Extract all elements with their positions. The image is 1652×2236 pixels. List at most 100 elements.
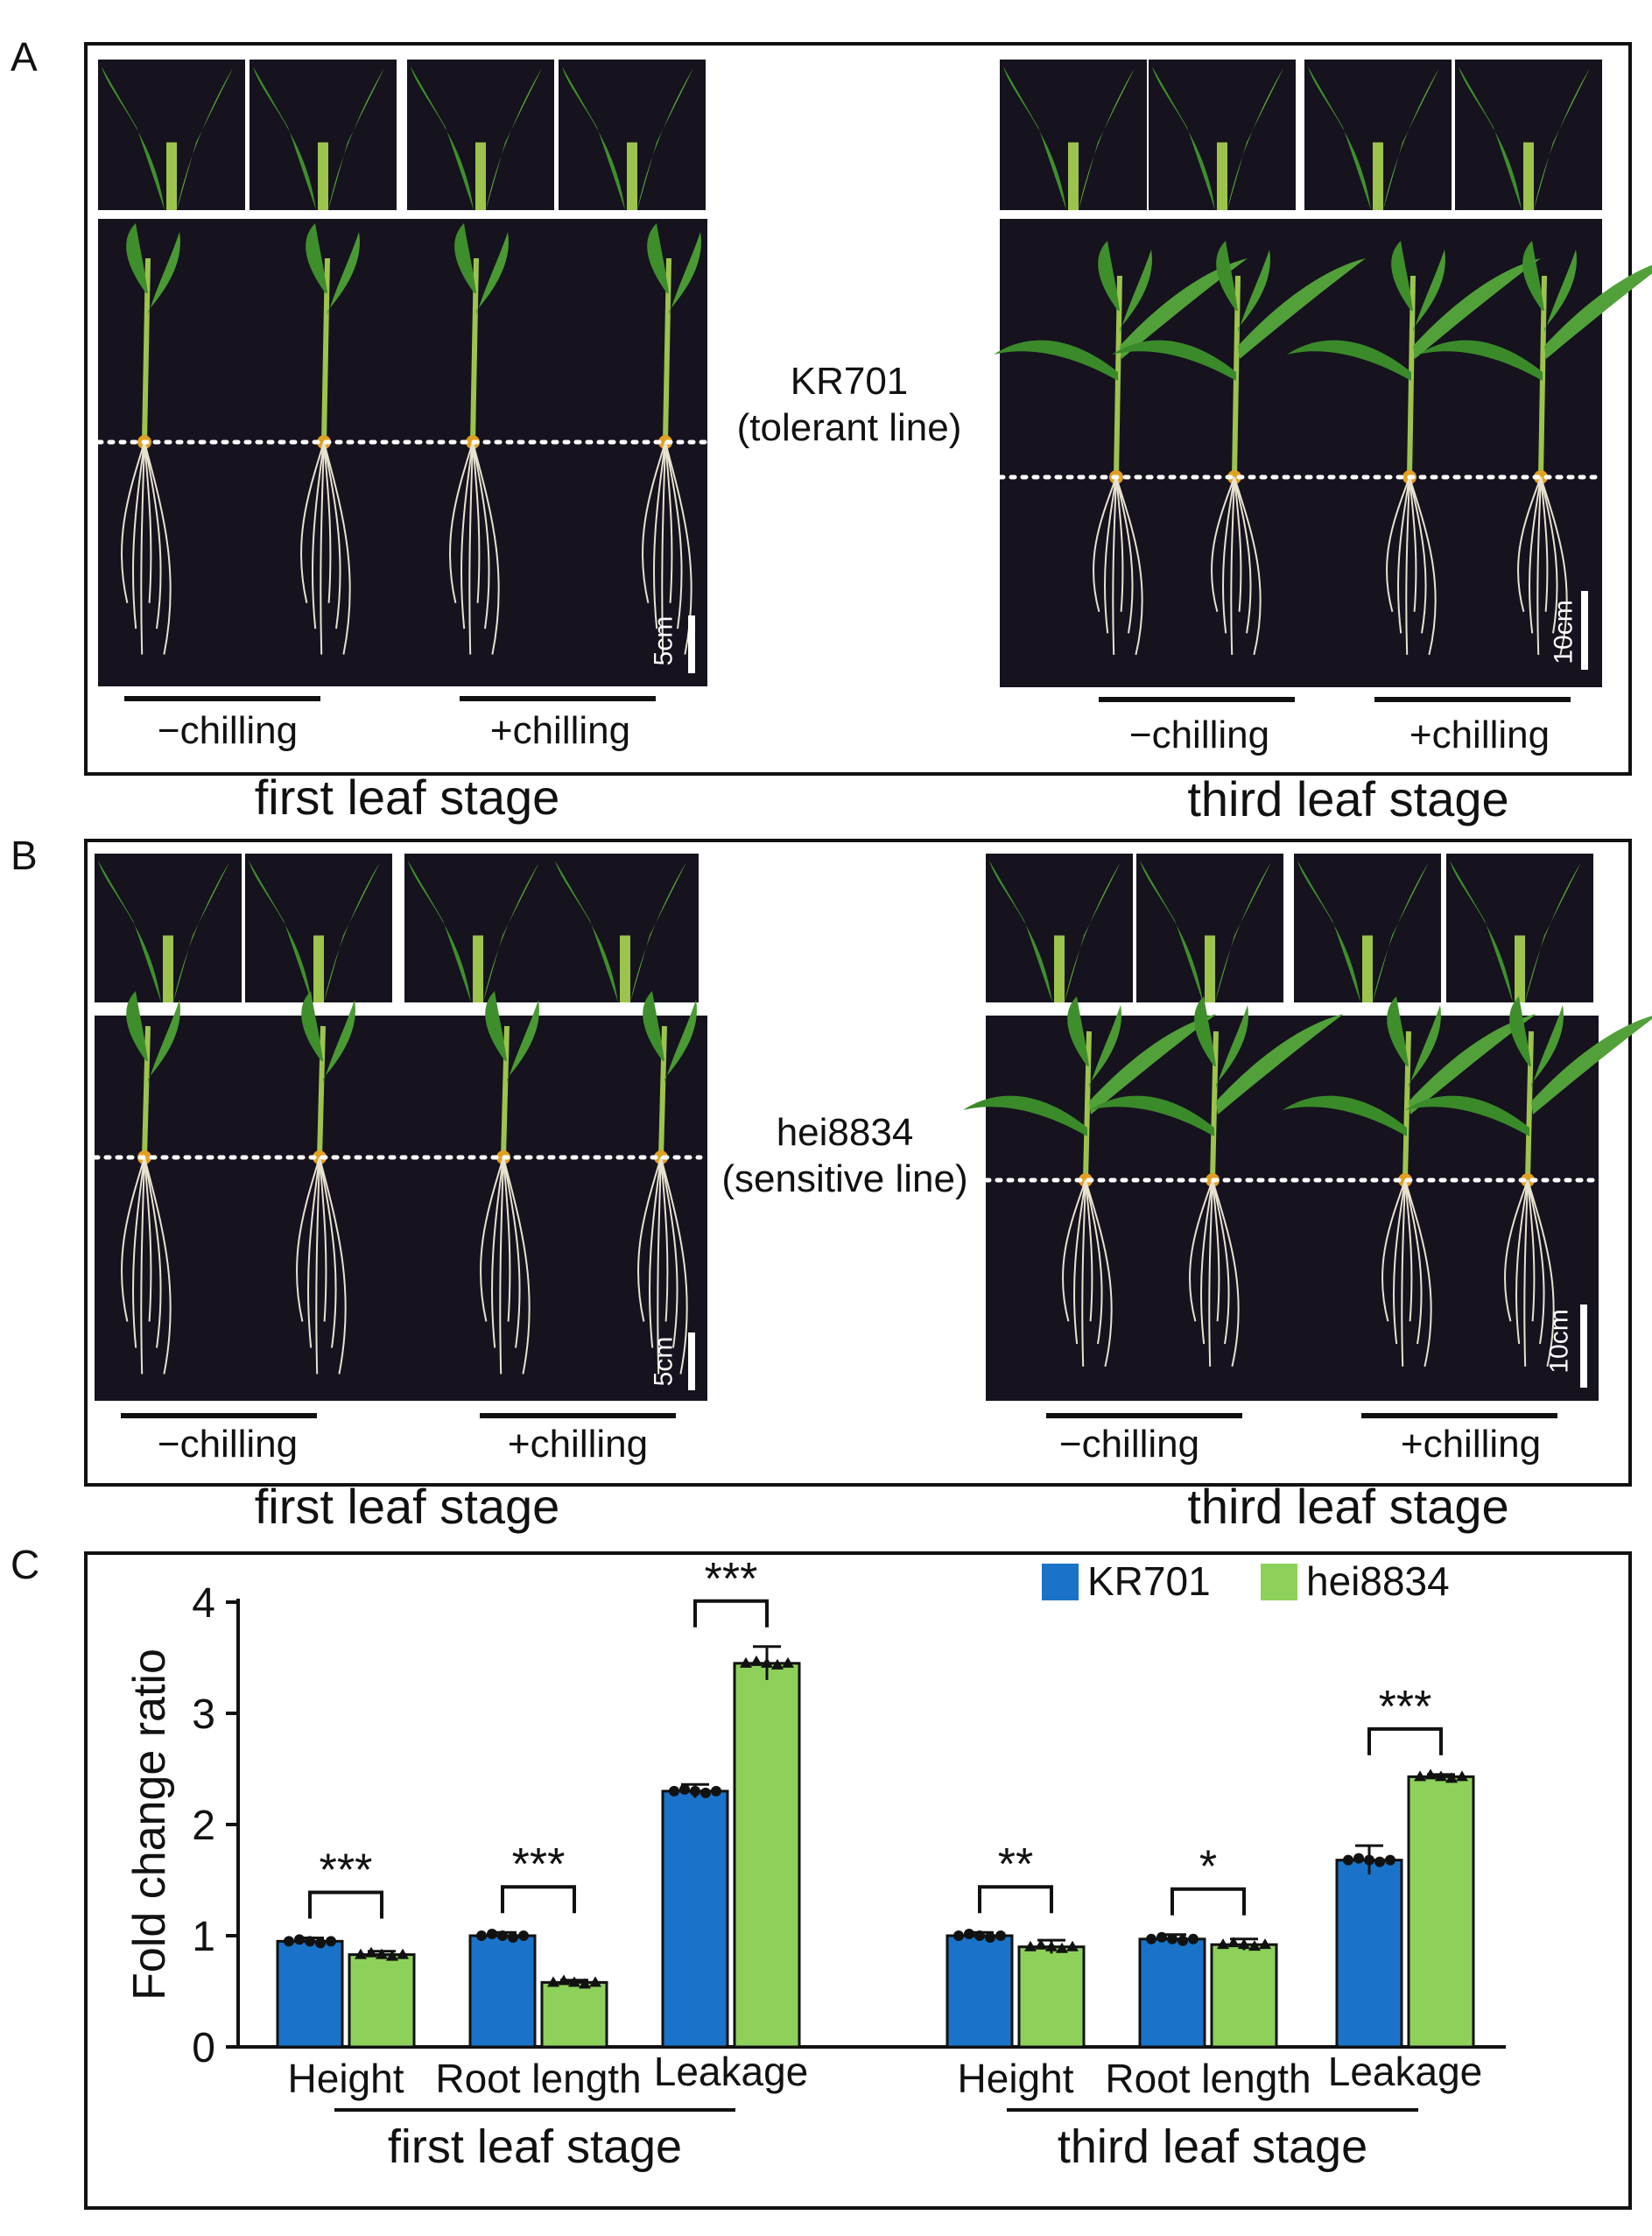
b-right-treatment-bar-1 bbox=[1046, 1413, 1242, 1418]
panel-a-line-label: KR701 (tolerant line) bbox=[709, 359, 989, 452]
b-left-thumb-4-stem bbox=[620, 935, 630, 1002]
b-right-seedling-2-stem bbox=[1210, 1030, 1219, 1181]
b-right-thumb-4 bbox=[1446, 854, 1593, 1002]
panel-b-left-minus: −chilling bbox=[157, 1423, 299, 1466]
b-right-seedling-1-stem bbox=[1083, 1030, 1092, 1181]
a-right-seedling-2-leaf-2 bbox=[1238, 250, 1270, 333]
b-left-scale-bar bbox=[688, 1332, 695, 1390]
b-left-seedling-2-root-4 bbox=[319, 1157, 337, 1348]
a-right-seedling-2-root-3 bbox=[1234, 476, 1242, 612]
b-right-seedling-3 bbox=[1283, 996, 1536, 1368]
a-right-seedling-4-root-5 bbox=[1540, 476, 1568, 656]
seedling-photos bbox=[95, 60, 1652, 1418]
a-left-seedling-3 bbox=[449, 223, 509, 655]
a-right-seedling-3 bbox=[1287, 241, 1541, 656]
b-left-thumb-4 bbox=[552, 854, 699, 1002]
panel-a-right-stage: third leaf stage bbox=[1187, 771, 1509, 826]
b-left-seedling-4-root-2 bbox=[657, 1157, 662, 1375]
a-right-seedling-3-leaf-3 bbox=[1287, 340, 1411, 381]
a-right-seedling-1-leaf-2 bbox=[1120, 250, 1152, 333]
b-right-seedling-1-root-4 bbox=[1085, 1179, 1103, 1345]
a-right-seedling-3-root-5 bbox=[1409, 476, 1437, 656]
b-right-seedling-3-root-1 bbox=[1393, 1179, 1406, 1345]
a-left-seedling-2-root-2 bbox=[320, 441, 325, 655]
a-left-seedling-3-root-3 bbox=[472, 441, 481, 603]
a-left-seedling-4-root-4 bbox=[664, 441, 683, 629]
b-right-seedling-4-stem bbox=[1525, 1030, 1534, 1181]
b-right-seedling-2-root-4 bbox=[1212, 1179, 1230, 1345]
a-left-thumb-1-leaf-1 bbox=[102, 67, 165, 210]
b-left-seedling-4-root-5 bbox=[660, 1157, 688, 1375]
b-right-seedling-4-root-2 bbox=[1523, 1179, 1529, 1367]
a-right-seedling-3-leaf-2 bbox=[1413, 250, 1445, 333]
b-right-seedling-2 bbox=[1090, 996, 1344, 1368]
b-right-seedling-3-leaf-3 bbox=[1283, 1095, 1407, 1136]
b-left-thumb-3 bbox=[404, 854, 552, 1002]
panel-c-frame bbox=[84, 1551, 1632, 2210]
b-left-seedling-4-root-3 bbox=[660, 1157, 669, 1322]
b-right-seedling-2-root-3 bbox=[1212, 1179, 1220, 1322]
a-left-seedling-3-root-0 bbox=[449, 441, 474, 603]
a-right-seedling-4-leaf-1 bbox=[1522, 241, 1544, 311]
b-left-seedling-3 bbox=[480, 991, 539, 1375]
b-right-seedling-3-stem bbox=[1402, 1030, 1411, 1181]
b-right-seedling-1-leaf-4 bbox=[1089, 1014, 1217, 1114]
a-left-seedling-2-root-1 bbox=[311, 441, 325, 629]
a-left-thumb-3-leaf-1 bbox=[411, 67, 474, 210]
b-left-thumb-4-leaf-1 bbox=[555, 861, 618, 1002]
b-left-thumb-1-stem bbox=[163, 935, 173, 1002]
b-right-thumb-2-leaf-1 bbox=[1140, 861, 1203, 1002]
b-left-seedling-1-root-1 bbox=[131, 1157, 145, 1348]
a-left-seedling-3-stem bbox=[470, 257, 479, 443]
a-right-seedling-4-root-1 bbox=[1529, 476, 1542, 634]
b-left-seedling-1 bbox=[121, 991, 180, 1375]
a-left-seedling-1-stem bbox=[142, 257, 151, 443]
a-left-seedling-1-root-3 bbox=[144, 441, 152, 603]
a-right-seedling-1-root-2 bbox=[1112, 476, 1117, 655]
b-right-seedling-4 bbox=[1405, 996, 1652, 1368]
panel-a-frame bbox=[84, 42, 1632, 776]
b-left-treatment-bar-2 bbox=[480, 1413, 676, 1418]
b-left-seedling-3-leaf-2 bbox=[507, 1000, 539, 1083]
panel-a-left-minus: −chilling bbox=[157, 709, 299, 752]
a-right-seedling-1-leaf-1 bbox=[1098, 241, 1120, 311]
a-right-seedling-3-root-4 bbox=[1409, 476, 1427, 634]
a-left-seedling-2-root-5 bbox=[323, 441, 351, 655]
b-left-seedling-2 bbox=[296, 991, 355, 1375]
a-left-seedling-1-root-2 bbox=[140, 441, 145, 655]
a-right-thumb-1 bbox=[1000, 60, 1147, 210]
a-right-seedling-3-root-1 bbox=[1397, 476, 1410, 634]
a-left-seedling-2-leaf-2 bbox=[327, 232, 360, 315]
a-left-seedling-4-leaf-2 bbox=[669, 232, 701, 315]
a-left-thumb-2-stem bbox=[318, 142, 328, 210]
a-left-seedling-3-leaf-2 bbox=[476, 232, 509, 315]
b-right-seedling-2-root-5 bbox=[1212, 1179, 1240, 1368]
a-right-thumb-2-stem bbox=[1217, 142, 1227, 210]
b-right-seedling-1-leaf-2 bbox=[1089, 1005, 1121, 1088]
panel-a-line-name: KR701 bbox=[790, 360, 909, 403]
b-right-seedling-3-leaf-1 bbox=[1387, 996, 1409, 1066]
b-left-seedling-2-leaf-2 bbox=[323, 1000, 355, 1083]
a-left-thumb-2 bbox=[250, 60, 397, 210]
b-right-seedling-1-root-5 bbox=[1085, 1179, 1113, 1368]
a-left-thumb-4-stem bbox=[627, 142, 637, 210]
a-right-thumb-4-stem bbox=[1523, 142, 1534, 210]
a-right-seedling-2-leaf-3 bbox=[1112, 340, 1236, 381]
b-right-seedling-2-leaf-4 bbox=[1216, 1014, 1344, 1114]
b-left-seedling-1-root-3 bbox=[144, 1157, 152, 1322]
b-left-seedling-3-leaf-1 bbox=[485, 991, 507, 1061]
b-left-seedling-2-root-1 bbox=[306, 1157, 320, 1348]
a-left-thumb-4-leaf-1 bbox=[562, 67, 625, 210]
a-right-seedling-2 bbox=[1112, 241, 1366, 656]
a-right-seedling-2-root-0 bbox=[1211, 476, 1235, 613]
b-right-seedling-1-root-2 bbox=[1081, 1179, 1086, 1367]
panel-b-left-plus: +chilling bbox=[507, 1423, 649, 1466]
a-left-thumb-3 bbox=[407, 60, 554, 210]
b-left-seedling-4-root-4 bbox=[660, 1157, 678, 1348]
b-left-thumb-1-leaf-1 bbox=[98, 861, 161, 1002]
b-right-thumb-1 bbox=[986, 854, 1133, 1002]
b-left-seedling-1-root-0 bbox=[121, 1157, 145, 1322]
b-right-thumb-4-leaf-1 bbox=[1450, 861, 1513, 1002]
a-right-thumb-2 bbox=[1149, 60, 1296, 210]
panel-b-left-stage: first leaf stage bbox=[254, 1479, 560, 1534]
